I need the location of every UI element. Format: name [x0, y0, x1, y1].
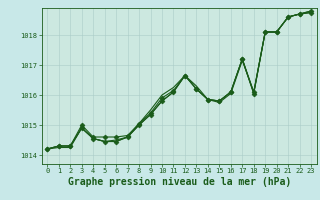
X-axis label: Graphe pression niveau de la mer (hPa): Graphe pression niveau de la mer (hPa): [68, 177, 291, 187]
